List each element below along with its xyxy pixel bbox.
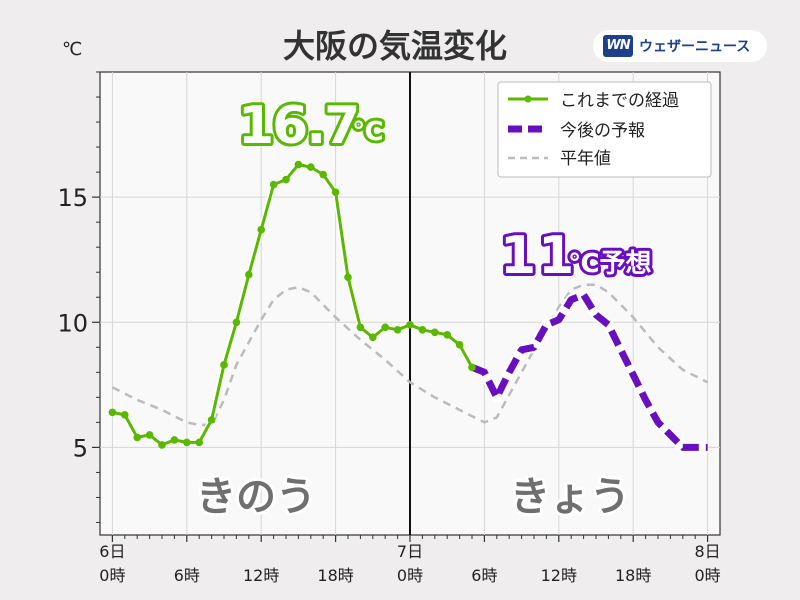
x-tick-label: 12時 bbox=[243, 566, 279, 585]
x-tick-day-label: 8日 bbox=[695, 542, 721, 561]
legend: これまでの経過 今後の予報 平年値 bbox=[497, 81, 712, 178]
observed-point bbox=[257, 225, 266, 234]
observed-point bbox=[183, 438, 191, 447]
wn-logo-icon: WN bbox=[603, 35, 633, 57]
x-tick-label: 0時 bbox=[695, 566, 721, 585]
legend-label-normal: 平年値 bbox=[560, 149, 611, 169]
observed-point bbox=[344, 273, 352, 282]
axis-ticks: 5 10 15 6日 0時 6時 12時 18時 7日 0時 6時 12時 18時 8日 0時 bbox=[57, 71, 721, 585]
max-temp-value: 16.7 bbox=[238, 96, 358, 156]
observed-point bbox=[282, 175, 290, 184]
observed-point bbox=[133, 433, 141, 442]
x-tick-label: 0時 bbox=[397, 566, 423, 585]
chart-title: 大阪の気温変化 bbox=[283, 27, 507, 65]
series-layer bbox=[108, 160, 709, 453]
observed-point bbox=[145, 431, 154, 439]
x-tick-label: 6時 bbox=[471, 566, 497, 585]
observed-point bbox=[207, 416, 216, 424]
forecast-temp-suffix: ℃予想 bbox=[568, 249, 652, 279]
x-tick-label: 18時 bbox=[317, 566, 353, 585]
observed-point bbox=[158, 441, 166, 449]
observed-point bbox=[393, 325, 402, 334]
x-tick-day-label: 6日 bbox=[99, 542, 125, 561]
observed-point bbox=[443, 330, 452, 339]
observed-point bbox=[220, 361, 228, 369]
y-tick-label: 15 bbox=[57, 184, 88, 212]
x-tick-day-label: 7日 bbox=[397, 542, 423, 561]
observed-point bbox=[356, 323, 365, 332]
observed-point bbox=[369, 333, 377, 342]
x-tick-label: 12時 bbox=[541, 566, 577, 585]
x-tick-label: 0時 bbox=[99, 566, 125, 585]
max-temp-unit: ℃ bbox=[352, 117, 383, 147]
observed-point bbox=[170, 436, 179, 444]
observed-point bbox=[381, 323, 390, 332]
forecast-temp-label: 11 ℃予想 bbox=[497, 223, 655, 289]
today-label: きょう bbox=[510, 474, 630, 520]
legend-label-observed: これまでの経過 bbox=[560, 91, 679, 111]
observed-point bbox=[307, 163, 315, 171]
observed-point bbox=[331, 188, 340, 196]
observed-point bbox=[232, 318, 241, 327]
yesterday-label: きのう bbox=[196, 474, 316, 520]
observed-point bbox=[431, 328, 439, 337]
observed-point bbox=[294, 160, 303, 169]
observed-point bbox=[121, 411, 129, 419]
observed-point bbox=[406, 320, 414, 329]
y-tick-label: 10 bbox=[57, 309, 88, 337]
observed-point bbox=[269, 180, 278, 189]
legend-label-forecast: 今後の予報 bbox=[560, 121, 645, 141]
observed-point bbox=[108, 408, 117, 417]
x-tick-label: 6時 bbox=[174, 566, 200, 585]
max-temp-label: 16.7 ℃ bbox=[235, 93, 386, 159]
weathernews-logo: WN ウェザーニュース bbox=[593, 30, 767, 62]
observed-point bbox=[468, 363, 476, 372]
legend-swatch-observed-marker bbox=[524, 95, 532, 103]
y-unit-label: ℃ bbox=[62, 39, 82, 60]
y-tick-label: 5 bbox=[73, 434, 88, 462]
brand-name: ウェザーニュース bbox=[639, 39, 751, 55]
observed-point bbox=[319, 170, 328, 179]
observed-point bbox=[418, 325, 427, 334]
forecast-temp-value: 11 bbox=[500, 226, 576, 286]
forecast-temperature-line bbox=[470, 291, 708, 451]
observed-point bbox=[245, 270, 253, 279]
legend-box bbox=[497, 81, 712, 178]
observed-point bbox=[195, 438, 203, 447]
x-tick-label: 18時 bbox=[615, 566, 651, 585]
observed-point bbox=[455, 340, 464, 349]
